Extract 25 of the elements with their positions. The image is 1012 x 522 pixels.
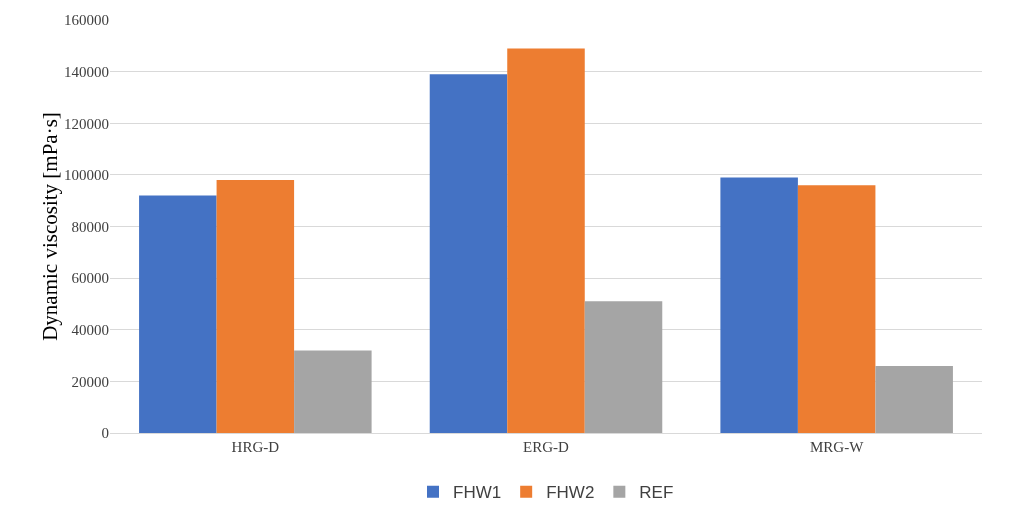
bar (720, 177, 798, 433)
legend-label: FHW2 (546, 483, 595, 503)
bar (875, 365, 953, 433)
x-tick-label: HRG-D (231, 439, 280, 455)
bar (429, 74, 508, 433)
y-tick-label: 60000 (71, 270, 109, 287)
y-tick-label: 40000 (71, 322, 109, 338)
bar (294, 350, 372, 433)
y-tick-label: 100000 (64, 167, 109, 184)
y-tick-label: 20000 (71, 373, 109, 390)
y-axis-title: Dynamic viscosity [mPa·s] (38, 112, 62, 341)
bar (797, 185, 876, 433)
y-tick-label: 160000 (64, 12, 109, 29)
bar (507, 48, 585, 433)
x-tick-label: MRG-W (810, 439, 865, 455)
y-tick-label: 120000 (64, 115, 109, 132)
bar (584, 301, 663, 433)
legend-label: FHW1 (453, 483, 502, 503)
y-tick-label: 80000 (71, 218, 109, 235)
x-tick-label: ERG-D (523, 439, 570, 455)
y-tick-label: 0 (101, 425, 109, 442)
y-tick-label: 140000 (64, 63, 109, 80)
bar (216, 180, 295, 433)
legend-label: REF (639, 483, 674, 503)
bar (139, 195, 217, 433)
